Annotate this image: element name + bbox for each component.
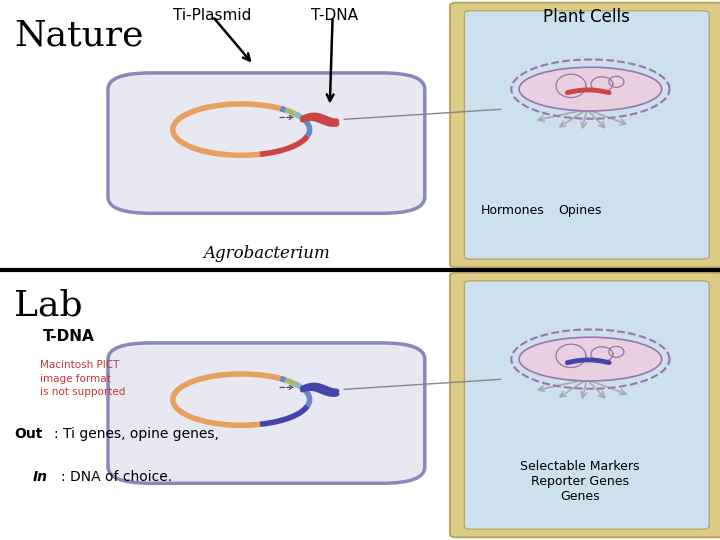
FancyBboxPatch shape [450, 273, 720, 537]
Text: Macintosh PICT
image format
is not supported: Macintosh PICT image format is not suppo… [40, 361, 125, 397]
FancyBboxPatch shape [108, 343, 425, 483]
FancyBboxPatch shape [108, 73, 425, 213]
FancyBboxPatch shape [464, 281, 709, 529]
Text: : Ti genes, opine genes,: : Ti genes, opine genes, [54, 427, 219, 441]
Text: In: In [32, 470, 48, 484]
Text: Ti-Plasmid: Ti-Plasmid [174, 8, 251, 23]
Text: Selectable Markers
Reporter Genes
Genes: Selectable Markers Reporter Genes Genes [520, 461, 639, 503]
FancyBboxPatch shape [450, 3, 720, 267]
Text: Opines: Opines [558, 204, 601, 217]
Text: : DNA of choice.: : DNA of choice. [61, 470, 172, 484]
Text: Nature: Nature [14, 19, 144, 53]
Text: Hormones: Hormones [481, 204, 545, 217]
Text: Plant Cells: Plant Cells [544, 8, 630, 26]
Text: T-DNA: T-DNA [311, 8, 359, 23]
Text: Agrobacterium: Agrobacterium [203, 245, 330, 262]
FancyBboxPatch shape [464, 11, 709, 259]
Ellipse shape [519, 68, 662, 111]
Text: T-DNA: T-DNA [43, 329, 95, 345]
Text: Out: Out [14, 427, 42, 441]
Ellipse shape [519, 337, 662, 381]
Text: Lab: Lab [14, 289, 83, 323]
